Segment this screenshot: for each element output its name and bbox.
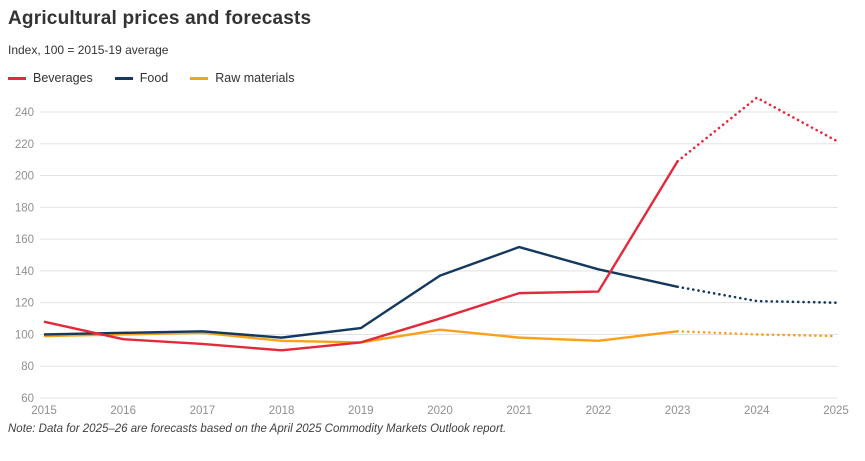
y-tick-label-240: 240 (15, 107, 34, 119)
series-beverages-actual-line (43, 160, 679, 352)
x-tick-label-2018: 2018 (269, 405, 295, 417)
y-tick-label-220: 220 (15, 139, 34, 151)
legend-label-food: Food (139, 71, 169, 85)
x-tick-label-2024: 2024 (744, 405, 770, 417)
series-beverages-forecast-line (676, 96, 838, 163)
y-tick-label-120: 120 (15, 298, 34, 310)
line-chart: 60 80 100 120 140 160 180 200 220 240 2015 2016 2017… (15, 96, 849, 417)
y-tick-label-200: 200 (15, 171, 34, 183)
x-tick-label-2017: 2017 (190, 405, 216, 417)
y-tick-label-140: 140 (15, 266, 34, 278)
beverages-line-swatch-icon (8, 76, 26, 80)
x-tick-label-2019: 2019 (348, 405, 374, 417)
raw-materials-line-swatch-icon (190, 76, 209, 80)
legend-item-food: Food (114, 71, 169, 85)
x-tick-label-2015: 2015 (31, 405, 57, 417)
legend: Beverages Food Raw materials (8, 71, 865, 85)
x-tick-label-2022: 2022 (586, 405, 612, 417)
legend-label-raw-materials: Raw materials (215, 71, 295, 85)
series-raw-materials-forecast-line (676, 329, 838, 338)
x-tick-label-2023: 2023 (665, 405, 691, 417)
y-tick-label-80: 80 (21, 361, 34, 373)
y-tick-label-160: 160 (15, 234, 34, 246)
x-tick-label-2025: 2025 (823, 405, 849, 417)
chart-card: Agricultural prices and forecasts Index,… (0, 8, 865, 435)
y-tick-label-60: 60 (21, 393, 34, 405)
x-tick-label-2016: 2016 (110, 405, 136, 417)
page-title: Agricultural prices and forecasts (8, 8, 312, 29)
food-line-swatch-icon (114, 76, 133, 80)
chart-note: Note: Data for 2025–26 are forecasts bas… (8, 423, 507, 435)
x-tick-label-2020: 2020 (427, 405, 453, 417)
x-tick-label-2021: 2021 (506, 405, 532, 417)
page-subtitle: Index, 100 = 2015-19 average (8, 43, 169, 57)
y-tick-label-180: 180 (15, 202, 34, 214)
series-food-forecast-line (676, 285, 838, 304)
y-tick-label-100: 100 (15, 329, 34, 341)
legend-item-raw-materials: Raw materials (190, 71, 294, 85)
series-food-actual-line (43, 245, 678, 339)
legend-label-beverages: Beverages (33, 71, 93, 85)
legend-item-beverages: Beverages (8, 71, 93, 85)
